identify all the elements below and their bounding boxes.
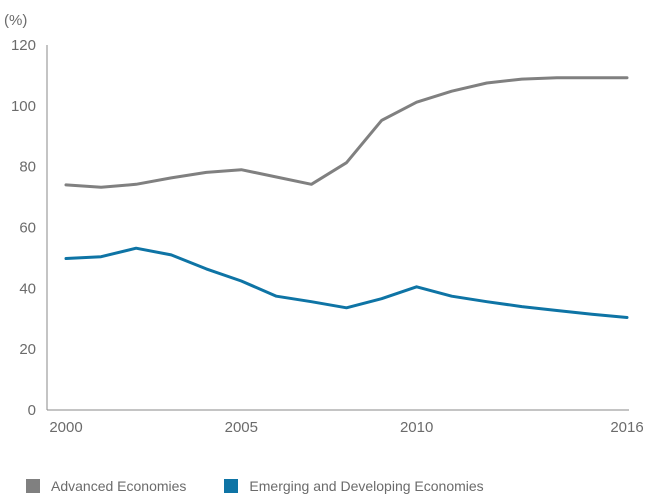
x-tick-label: 2005: [225, 419, 258, 436]
y-axis-unit-label: (%): [4, 12, 27, 29]
y-tick-label: 120: [11, 37, 36, 54]
line-chart: (%) 0 20 40 60 80 100 120 2000 2005 2010 2016: [4, 12, 644, 436]
x-tick-label: 2010: [400, 419, 433, 436]
y-tick-labels: 0 20 40 60 80 100 120: [11, 37, 36, 419]
legend-item-emerging-economies: Emerging and Developing Economies: [224, 478, 484, 494]
y-tick-label: 0: [28, 402, 36, 419]
legend-label-advanced: Advanced Economies: [51, 478, 187, 494]
legend-swatch-advanced: [26, 479, 40, 493]
legend-item-advanced-economies: Advanced Economies: [26, 478, 186, 494]
y-tick-label: 60: [19, 220, 36, 237]
series-lines: [64, 76, 629, 319]
x-tick-label: 2016: [610, 419, 643, 436]
y-tick-label: 40: [19, 280, 36, 297]
y-tick-label: 20: [19, 341, 36, 358]
x-tick-labels: 2000 2005 2010 2016: [49, 419, 643, 436]
legend-swatch-emerging: [224, 479, 239, 493]
series-line-emerging-economies: [64, 246, 629, 319]
legend-label-emerging: Emerging and Developing Economies: [249, 478, 484, 494]
y-tick-label: 80: [19, 159, 36, 176]
series-line-advanced-economies: [64, 76, 629, 189]
legend: Advanced Economies Emerging and Developi…: [26, 478, 522, 494]
x-tick-label: 2000: [49, 419, 82, 436]
y-tick-label: 100: [11, 98, 36, 115]
